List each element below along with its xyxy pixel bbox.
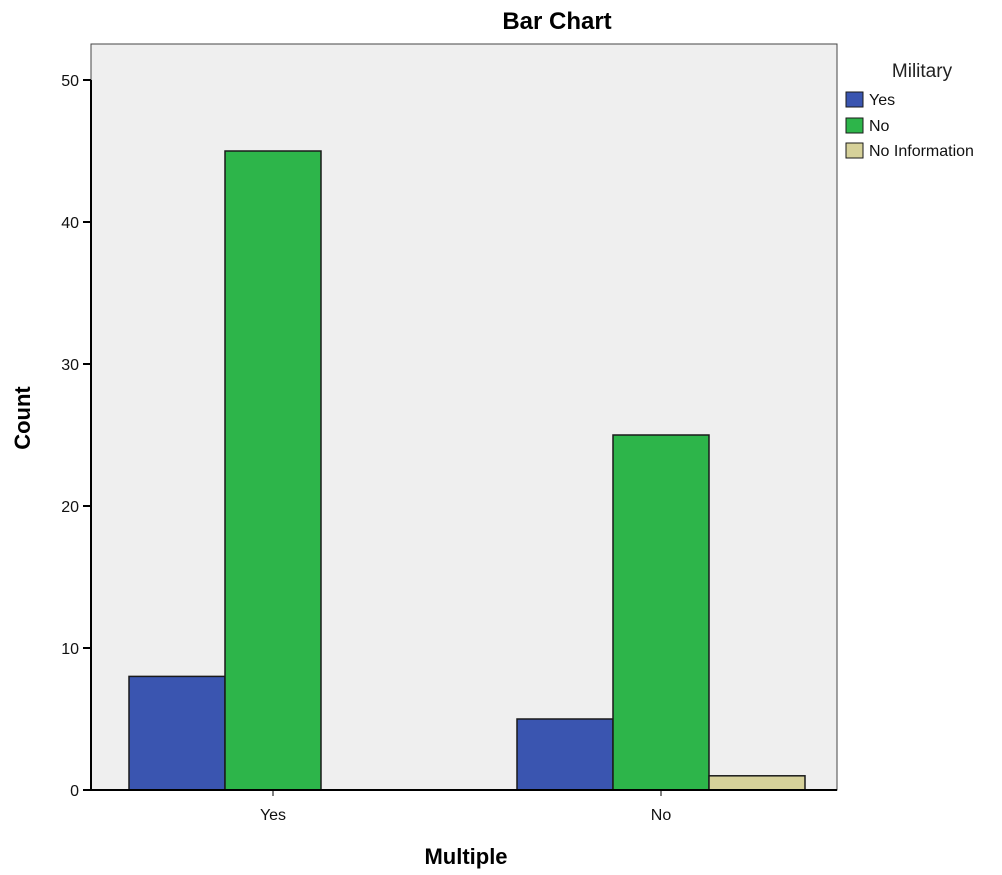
plot-area: [90, 43, 838, 791]
bars-layer: [128, 150, 806, 791]
legend-swatch: [845, 91, 864, 108]
legend-title: Military: [892, 61, 953, 82]
y-axis-title: Count: [10, 386, 35, 450]
bar-no-no: [612, 434, 710, 791]
legend-label: Yes: [869, 92, 895, 109]
y-axis: 0 10 20 30 40 50: [61, 73, 91, 800]
chart-title: Bar Chart: [502, 8, 611, 35]
x-tick-label: Yes: [260, 807, 286, 824]
legend: Military Yes No No Information: [845, 61, 974, 160]
y-tick-label: 0: [70, 783, 79, 800]
y-tick-label: 20: [61, 499, 79, 516]
legend-label: No Information: [869, 143, 974, 160]
legend-label: No: [869, 118, 890, 135]
legend-swatch: [845, 117, 864, 134]
bar-no-no-information: [708, 775, 806, 791]
y-tick-label: 10: [61, 641, 79, 658]
y-tick-label: 30: [61, 357, 79, 374]
y-tick-label: 50: [61, 73, 79, 90]
x-axis: Yes No: [83, 80, 837, 824]
bar-yes-no: [224, 150, 322, 791]
bar-no-yes: [516, 718, 614, 791]
y-tick-label: 40: [61, 215, 79, 232]
bar-yes-yes: [128, 675, 226, 791]
x-tick-label: No: [651, 807, 672, 824]
legend-swatch: [845, 142, 864, 159]
x-axis-title: Multiple: [424, 844, 507, 869]
